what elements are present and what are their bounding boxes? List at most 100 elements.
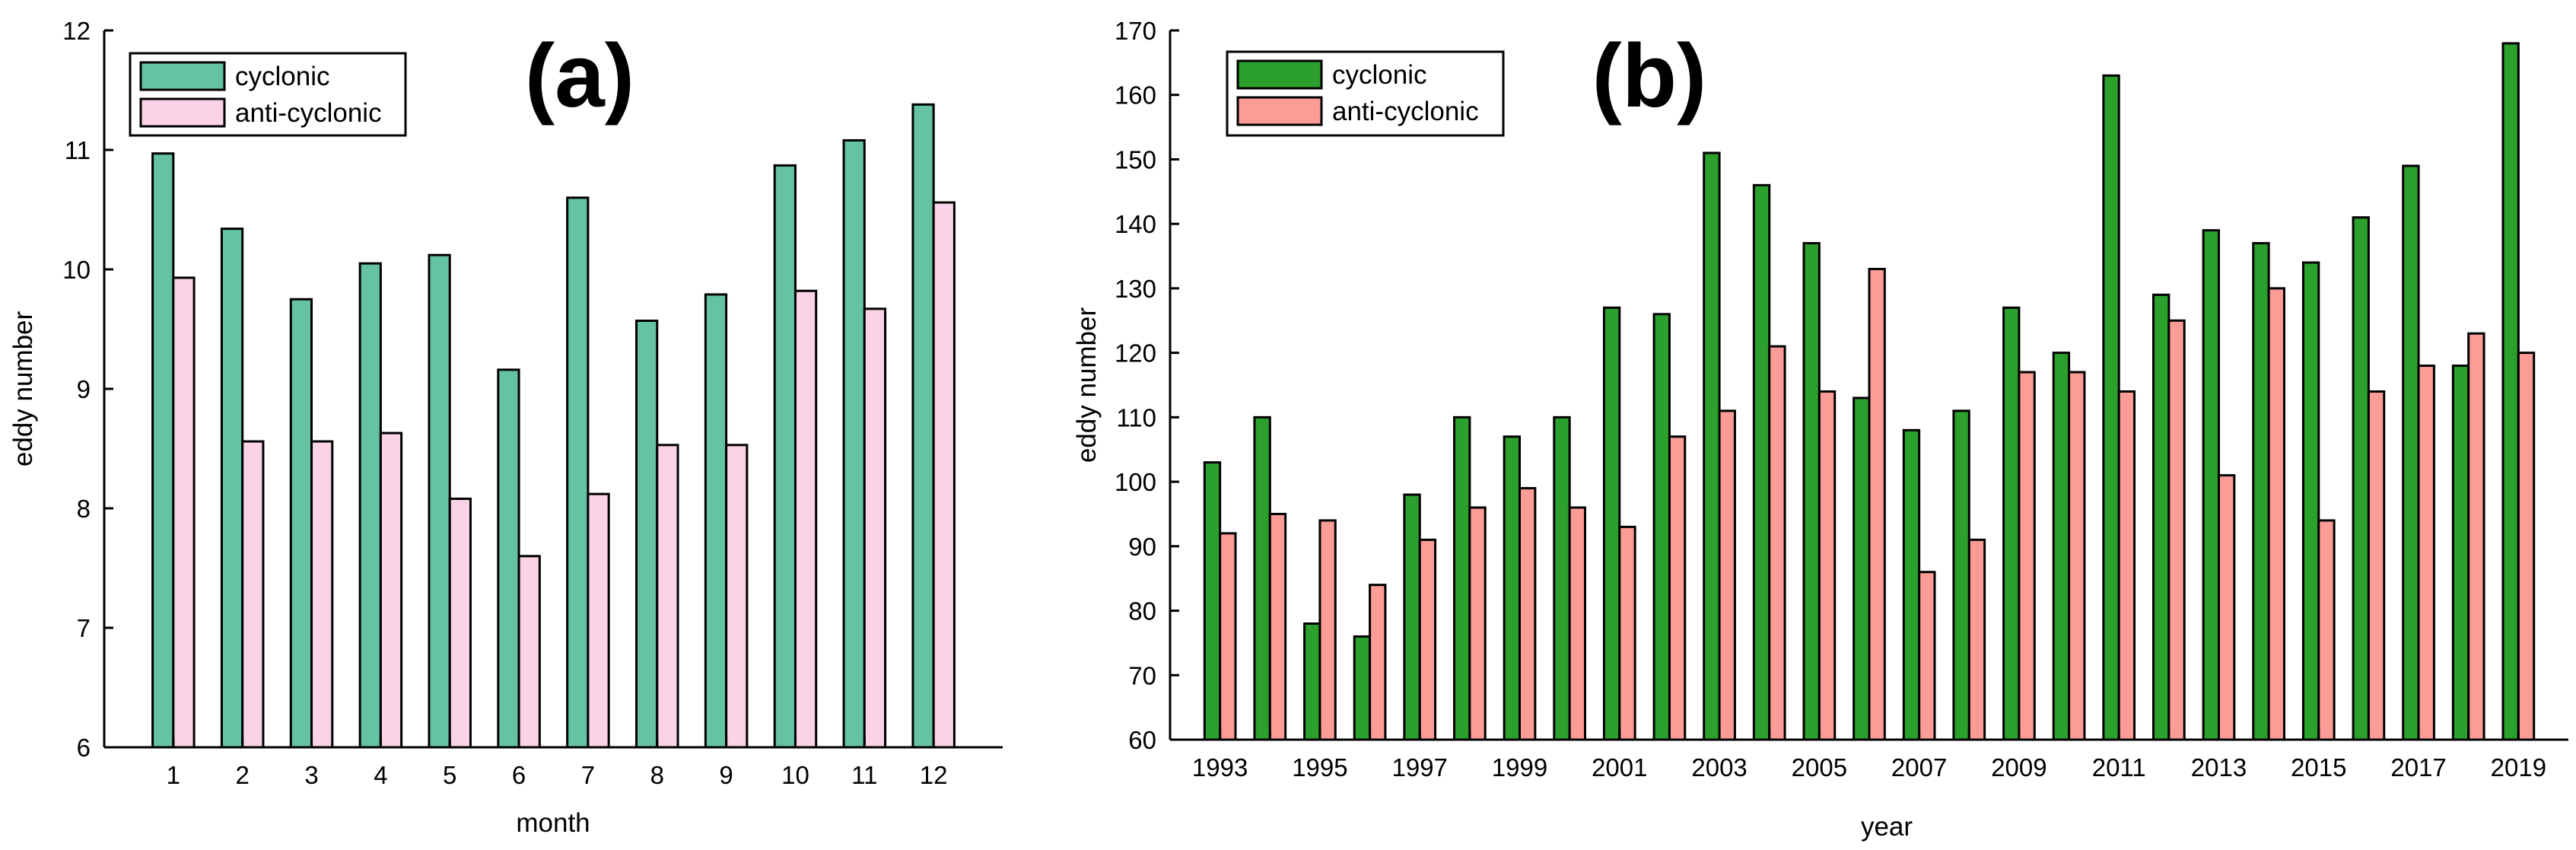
bar-cyclonic-2014 xyxy=(2252,242,2270,741)
bar-anti-cyclonic-2017 xyxy=(2417,365,2435,741)
panel-label: (a) xyxy=(525,26,634,126)
x-tick-label: 1 xyxy=(167,761,180,789)
x-tick-label: 6 xyxy=(512,761,526,789)
bar-cyclonic-2013 xyxy=(2202,229,2220,741)
chart-panel-b: 60 70 80 90 100 110 120 130 140 150 160 170 1993 1995… xyxy=(1072,17,2568,842)
legend-label-anti-cyclonic: anti-cyclonic xyxy=(1332,97,1479,126)
bar-anti-cyclonic-2014 xyxy=(2267,287,2285,741)
x-tick-label: 3 xyxy=(304,761,318,789)
legend-label-cyclonic: cyclonic xyxy=(1332,60,1426,90)
x-tick-label: 2011 xyxy=(2092,753,2146,782)
bar-cyclonic-2002 xyxy=(1652,313,1671,741)
bar-anti-cyclonic-6 xyxy=(517,555,541,749)
y-tick-label: 110 xyxy=(1116,403,1156,431)
y-tick-label: 8 xyxy=(77,495,91,523)
bar-anti-cyclonic-2000 xyxy=(1568,506,1586,741)
legend-swatch-anti-cyclonic xyxy=(1236,96,1323,126)
bar-anti-cyclonic-2007 xyxy=(1918,571,1936,741)
bar-cyclonic-12 xyxy=(911,103,935,749)
bar-anti-cyclonic-2001 xyxy=(1618,525,1636,741)
bar-cyclonic-2018 xyxy=(2451,365,2470,741)
bar-cyclonic-1993 xyxy=(1203,461,1222,741)
bar-cyclonic-2006 xyxy=(1852,396,1871,741)
x-tick-label: 12 xyxy=(920,761,948,789)
y-tick-label: 150 xyxy=(1115,145,1156,174)
y-tick-label: 140 xyxy=(1115,210,1156,238)
bar-anti-cyclonic-2002 xyxy=(1668,435,1687,741)
bar-anti-cyclonic-2013 xyxy=(2218,474,2236,741)
x-tick-label: 4 xyxy=(374,761,387,789)
bar-cyclonic-4 xyxy=(358,262,382,749)
bar-cyclonic-2010 xyxy=(2052,352,2071,741)
x-tick-label: 2 xyxy=(236,761,250,789)
x-tick-label: 5 xyxy=(443,761,456,789)
x-tick-label: 2019 xyxy=(2491,753,2546,782)
bar-anti-cyclonic-1 xyxy=(172,276,196,749)
bar-anti-cyclonic-4 xyxy=(379,431,403,749)
bar-anti-cyclonic-1994 xyxy=(1268,512,1287,741)
x-tick-label: 1995 xyxy=(1292,753,1347,782)
bar-anti-cyclonic-2015 xyxy=(2317,519,2336,741)
bar-cyclonic-1996 xyxy=(1353,635,1372,741)
legend: cyclonic anti-cyclonic xyxy=(1226,50,1505,137)
x-tick-label: 7 xyxy=(581,761,595,789)
y-tick-label: 11 xyxy=(65,136,91,164)
x-tick-label: 2003 xyxy=(1691,753,1747,782)
bar-cyclonic-2011 xyxy=(2102,74,2120,741)
bar-cyclonic-1999 xyxy=(1503,435,1522,741)
y-tick-label: 170 xyxy=(1115,17,1156,45)
bar-anti-cyclonic-12 xyxy=(932,201,956,749)
bar-cyclonic-2019 xyxy=(2501,42,2520,741)
x-tick-label: 9 xyxy=(719,761,733,789)
x-tick-label: 2001 xyxy=(1592,753,1647,782)
bar-anti-cyclonic-2011 xyxy=(2117,390,2136,741)
bar-anti-cyclonic-1997 xyxy=(1418,538,1437,741)
y-tick-label: 120 xyxy=(1115,339,1156,368)
bar-cyclonic-2016 xyxy=(2352,216,2370,741)
bar-cyclonic-2007 xyxy=(1902,428,1921,741)
bar-anti-cyclonic-5 xyxy=(448,497,472,749)
legend-label-anti-cyclonic: anti-cyclonic xyxy=(235,98,382,128)
bar-anti-cyclonic-10 xyxy=(793,289,818,749)
bar-anti-cyclonic-2005 xyxy=(1818,390,1837,741)
bar-cyclonic-8 xyxy=(635,320,659,749)
y-tick-label: 100 xyxy=(1115,468,1156,496)
x-axis-label: year xyxy=(1861,812,1913,842)
bar-cyclonic-1995 xyxy=(1303,622,1321,741)
bar-cyclonic-2017 xyxy=(2402,164,2420,741)
x-tick-label: 2007 xyxy=(1891,753,1947,782)
y-tick-label: 80 xyxy=(1128,597,1156,626)
legend-label-cyclonic: cyclonic xyxy=(235,62,329,91)
bar-anti-cyclonic-2003 xyxy=(1718,409,1736,741)
bar-cyclonic-2009 xyxy=(2002,306,2021,741)
bar-cyclonic-10 xyxy=(773,164,797,749)
bar-cyclonic-2000 xyxy=(1553,415,1571,741)
bar-cyclonic-2001 xyxy=(1602,306,1621,741)
bar-anti-cyclonic-2009 xyxy=(2018,371,2036,741)
x-tick-label: 1993 xyxy=(1192,753,1248,782)
bar-anti-cyclonic-1999 xyxy=(1519,487,1537,741)
bar-cyclonic-1998 xyxy=(1453,415,1471,741)
y-tick-label: 160 xyxy=(1115,81,1156,110)
bar-anti-cyclonic-11 xyxy=(863,307,887,749)
legend: cyclonic anti-cyclonic xyxy=(129,52,407,137)
x-axis-label: month xyxy=(516,808,590,838)
bar-anti-cyclonic-2018 xyxy=(2467,332,2485,741)
bar-anti-cyclonic-2008 xyxy=(1967,538,1986,741)
x-tick-label: 2015 xyxy=(2291,753,2346,782)
bar-cyclonic-11 xyxy=(842,138,866,749)
bar-cyclonic-2012 xyxy=(2152,293,2171,741)
bar-anti-cyclonic-1996 xyxy=(1369,584,1387,741)
bar-cyclonic-2003 xyxy=(1703,151,1721,741)
x-tick-label: 10 xyxy=(781,761,809,789)
y-tick-label: 70 xyxy=(1128,661,1156,689)
legend-swatch-cyclonic xyxy=(1236,59,1323,90)
bar-cyclonic-2005 xyxy=(1802,242,1821,741)
y-tick-label: 130 xyxy=(1115,275,1156,303)
bar-cyclonic-1 xyxy=(151,152,175,749)
y-tick-label: 7 xyxy=(77,614,91,642)
bar-anti-cyclonic-1993 xyxy=(1219,532,1237,741)
bar-anti-cyclonic-1998 xyxy=(1468,506,1487,741)
bar-anti-cyclonic-3 xyxy=(310,440,334,749)
